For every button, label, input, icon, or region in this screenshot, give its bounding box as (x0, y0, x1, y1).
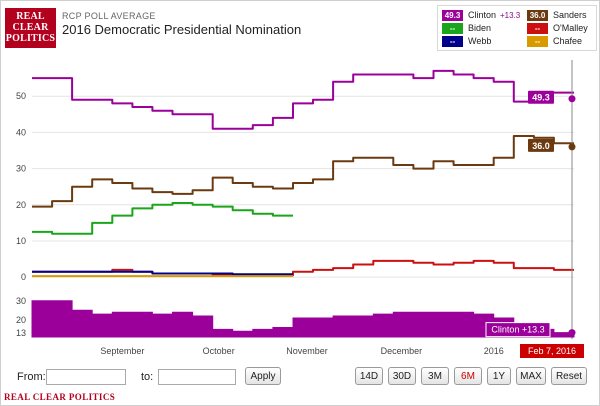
x-tick-label: September (100, 346, 144, 356)
y-tick-label: 50 (16, 91, 26, 101)
y-tick-label: 30 (16, 164, 26, 174)
series-line-sanders (32, 135, 574, 208)
series-line-clinton (32, 69, 574, 130)
y-tick-label: 40 (16, 127, 26, 137)
legend-name-clinton: Clinton (468, 10, 497, 20)
legend-name-biden: Biden (468, 23, 492, 33)
x-tick-label: 2016 (484, 346, 504, 356)
page-title: 2016 Democratic Presidential Nomination (62, 22, 302, 37)
legend-swatch-omalley: -- (527, 23, 548, 34)
reset-button[interactable]: Reset (551, 367, 587, 385)
legend: 49.3 Clinton +13.3 36.0 Sanders -- Biden… (437, 5, 597, 51)
from-label: From: (17, 371, 46, 383)
range-6m-button[interactable]: 6M (454, 367, 482, 385)
legend-name-chafee: Chafee (553, 36, 583, 46)
plot-area (32, 60, 574, 288)
series-line-biden (32, 202, 293, 235)
legend-swatch-biden: -- (442, 23, 463, 34)
current-date-label: Feb 7, 2016 (528, 346, 576, 356)
navigator-tick-label: 13 (16, 328, 26, 338)
poll-label: RCP POLL AVERAGE (62, 11, 156, 21)
range-max-button[interactable]: MAX (516, 367, 546, 385)
navigator-label: Clinton +13.3 (491, 325, 544, 335)
legend-name-sanders: Sanders (553, 10, 587, 20)
navigator-label-box (485, 322, 551, 338)
range-14d-button[interactable]: 14D (355, 367, 383, 385)
end-label-box-clinton (528, 90, 554, 104)
footer-brand: REAL CLEAR POLITICS (4, 392, 116, 402)
navigator-tick-label: 30 (16, 296, 26, 306)
rcp-logo[interactable]: REAL CLEAR POLITICS (5, 8, 56, 48)
end-label-sanders: 36.0 (532, 141, 550, 151)
navigator-tick-label: 20 (16, 315, 26, 325)
to-label: to: (141, 371, 154, 383)
to-date-input[interactable] (158, 369, 236, 385)
legend-name-omalley: O'Malley (553, 23, 588, 33)
legend-swatch-webb: -- (442, 36, 463, 47)
legend-swatch-clinton: 49.3 (442, 10, 463, 21)
poll-chart[interactable]: 0 10 20 30 40 50 49.3 36.0 13 20 30 Clinton +13.3 Se… (0, 50, 600, 362)
y-tick-label: 20 (16, 200, 26, 210)
legend-name-webb: Webb (468, 36, 492, 46)
end-label-clinton: 49.3 (532, 93, 550, 103)
end-label-box-sanders (528, 138, 554, 152)
series-line-webb (32, 270, 293, 276)
end-marker-sanders (568, 143, 576, 151)
logo-line-2: CLEAR (12, 22, 49, 33)
legend-spread-clinton: +13.3 (500, 11, 521, 20)
x-tick-label: October (203, 346, 235, 356)
x-tick-label: December (381, 346, 423, 356)
logo-line-1: REAL (16, 11, 45, 22)
navigator-end-marker (568, 329, 576, 337)
range-30d-button[interactable]: 30D (388, 367, 416, 385)
apply-button[interactable]: Apply (245, 367, 281, 385)
logo-line-3: POLITICS (5, 33, 56, 44)
range-3m-button[interactable]: 3M (421, 367, 449, 385)
from-date-input[interactable] (46, 369, 126, 385)
legend-swatch-sanders: 36.0 (527, 10, 548, 21)
legend-swatch-chafee: -- (527, 36, 548, 47)
y-tick-label: 10 (16, 236, 26, 246)
range-1y-button[interactable]: 1Y (487, 367, 511, 385)
navigator-area (31, 300, 575, 338)
y-tick-label: 0 (21, 272, 26, 282)
current-date-badge (520, 344, 584, 358)
end-marker-clinton (568, 95, 576, 103)
date-toolbar: From: to: Apply 14D 30D 3M 6M 1Y MAX Res… (0, 365, 598, 389)
x-tick-label: November (286, 346, 328, 356)
